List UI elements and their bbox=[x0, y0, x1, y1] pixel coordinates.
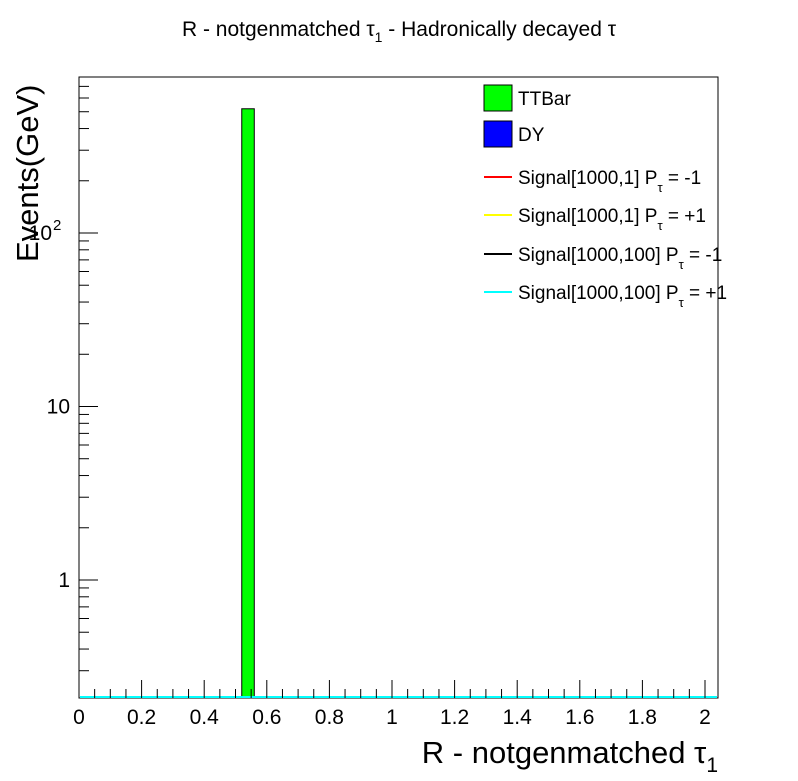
legend-label-5: Signal[1000,100] Pτ = +1 bbox=[518, 283, 727, 310]
x-tick-label: 0.2 bbox=[127, 706, 156, 729]
x-tick-label: 1.4 bbox=[503, 706, 533, 729]
legend-swatch-dy bbox=[483, 120, 513, 148]
legend-label-4: Signal[1000,100] Pτ = -1 bbox=[518, 245, 722, 272]
y-tick-label: 1 bbox=[58, 569, 70, 592]
legend-label-name: DY bbox=[518, 125, 545, 146]
x-tick-label: 0 bbox=[73, 706, 85, 729]
x-tick-label: 0.6 bbox=[252, 706, 281, 729]
legend-label-sub: τ bbox=[657, 180, 663, 195]
x-axis-label-sub: 1 bbox=[706, 754, 718, 776]
legend-label-sub: τ bbox=[679, 295, 685, 310]
y-tick-label-exponent: 2 bbox=[53, 217, 61, 234]
legend-label-suffix: = +1 bbox=[663, 206, 706, 227]
legend-label-name: Signal[1000,1] P bbox=[518, 168, 657, 189]
x-axis-label: R - notgenmatched τ1 bbox=[422, 735, 718, 776]
y-tick-label: 10 bbox=[47, 396, 70, 419]
legend-label-suffix: = -1 bbox=[663, 168, 702, 189]
legend-label-sub: τ bbox=[679, 257, 685, 272]
legend-label-name: Signal[1000,100] P bbox=[518, 245, 679, 266]
x-tick-label: 0.4 bbox=[190, 706, 220, 729]
legend-label-sub: τ bbox=[657, 218, 663, 233]
x-axis: 0 0.2 0.4 0.6 0.8 1 1.2 1.4 1.6 1.8 2 bbox=[73, 680, 711, 729]
histogram-bars bbox=[241, 108, 255, 699]
y-axis-label: Events(GeV) bbox=[10, 85, 45, 262]
legend-label-suffix: = -1 bbox=[684, 245, 723, 266]
y-tick-label: 10 bbox=[29, 222, 52, 245]
x-tick-label: 2 bbox=[699, 706, 711, 729]
legend-label-0: TTBar bbox=[518, 89, 571, 110]
chart-title: R - notgenmatched τ1 - Hadronically deca… bbox=[182, 18, 617, 45]
legend-swatch-ttbar bbox=[483, 84, 513, 112]
chart-title-rest: - Hadronically decayed τ bbox=[382, 18, 616, 41]
x-tick-label: 1.6 bbox=[565, 706, 594, 729]
legend-label-suffix: = +1 bbox=[684, 283, 727, 304]
legend-label-2: Signal[1000,1] Pτ = -1 bbox=[518, 168, 701, 195]
legend-label-3: Signal[1000,1] Pτ = +1 bbox=[518, 206, 706, 233]
chart-title-main: R - notgenmatched τ bbox=[182, 18, 375, 41]
legend-label-name: TTBar bbox=[518, 89, 571, 110]
bar-ttbar-0 bbox=[241, 108, 255, 699]
legend-label-name: Signal[1000,1] P bbox=[518, 206, 657, 227]
legend-label-1: DY bbox=[518, 125, 545, 146]
x-tick-label: 1.2 bbox=[440, 706, 469, 729]
x-tick-label: 0.8 bbox=[315, 706, 344, 729]
x-tick-label: 1.8 bbox=[628, 706, 657, 729]
x-tick-label: 1 bbox=[386, 706, 398, 729]
x-axis-label-main: R - notgenmatched τ bbox=[422, 735, 707, 770]
legend-label-name: Signal[1000,100] P bbox=[518, 283, 679, 304]
chart-title-sub: 1 bbox=[375, 29, 383, 45]
